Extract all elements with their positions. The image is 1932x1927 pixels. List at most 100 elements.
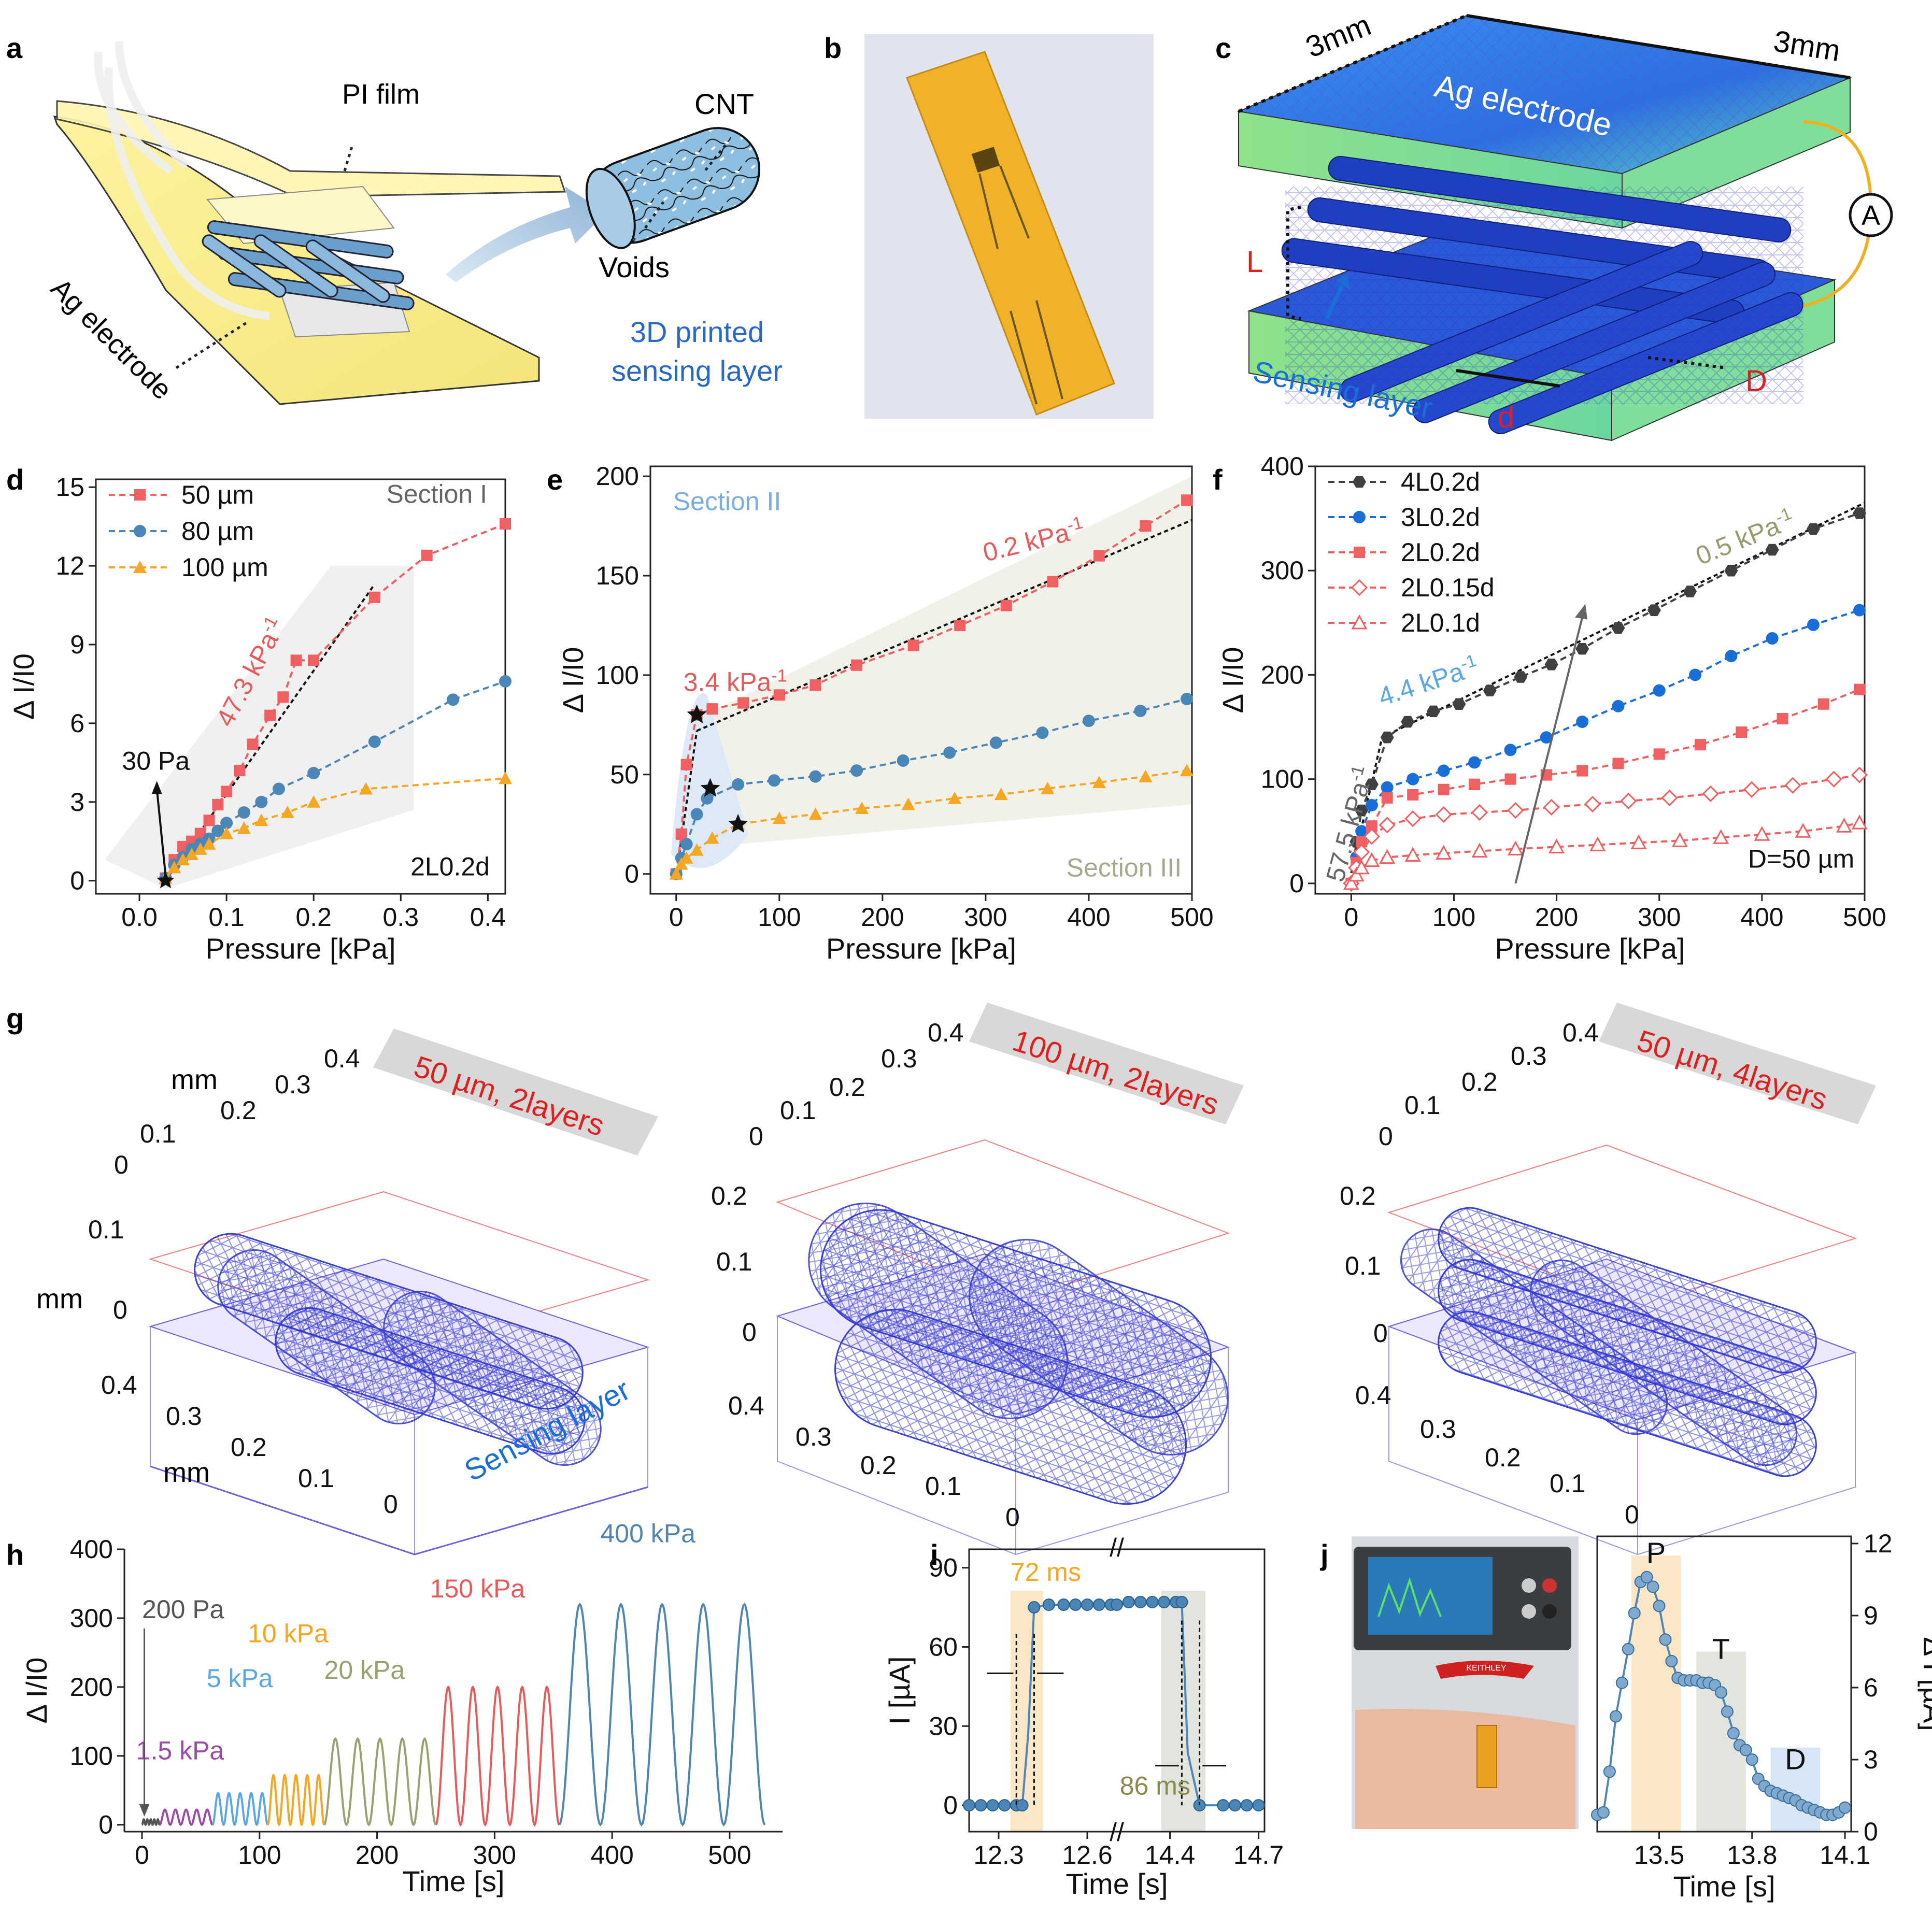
series-line bbox=[267, 1774, 325, 1826]
data-point bbox=[368, 591, 380, 603]
data-point bbox=[1615, 1676, 1628, 1689]
dim-left: 3mm bbox=[1301, 8, 1376, 65]
legend-marker bbox=[134, 525, 146, 537]
x-tick-label: 200 bbox=[1535, 903, 1578, 932]
data-point bbox=[855, 802, 869, 814]
data-point bbox=[1483, 684, 1497, 696]
data-point bbox=[901, 797, 915, 810]
data-point bbox=[1122, 1595, 1135, 1608]
data-point bbox=[1507, 802, 1524, 819]
data-point bbox=[167, 861, 181, 874]
y-tick-label: 0 bbox=[624, 860, 639, 889]
data-point bbox=[264, 709, 276, 721]
g3-bottom-tick: 0.3 bbox=[1420, 1415, 1456, 1444]
label-ag-electrode: Ag electrode bbox=[45, 273, 178, 406]
data-point bbox=[1584, 795, 1601, 813]
y-tick-label: 300 bbox=[1261, 556, 1304, 585]
data-point bbox=[184, 848, 198, 861]
label-arrowhead bbox=[139, 1804, 150, 1817]
x-tick-label: 14.4 bbox=[1145, 1840, 1195, 1869]
data-point bbox=[1042, 1598, 1055, 1611]
series-line bbox=[675, 698, 1187, 875]
x-tick-label: 500 bbox=[1843, 903, 1886, 932]
zoom-arrow bbox=[446, 187, 606, 282]
cnt-cylinder bbox=[585, 127, 761, 249]
data-point bbox=[1146, 1595, 1159, 1608]
panel-label-d: d bbox=[6, 463, 24, 496]
series-fall bbox=[1111, 1595, 1265, 1812]
mesh-plot-2: 100 µm, 2layers 0 0.1 0.2 0.3 0.4 0.2 0.… bbox=[711, 1003, 1244, 1555]
data-point bbox=[1549, 838, 1565, 853]
panel-label-b: b bbox=[824, 32, 842, 64]
data-point bbox=[1452, 698, 1466, 710]
data-point bbox=[1795, 823, 1811, 838]
data-point bbox=[1640, 1571, 1653, 1583]
g1-top-tick: 0.2 bbox=[220, 1096, 257, 1125]
series-line bbox=[435, 1685, 560, 1827]
legend-label: 2L0.1d bbox=[1401, 608, 1480, 637]
data-point bbox=[1081, 1598, 1093, 1611]
g1-unit-top: mm bbox=[171, 1064, 218, 1095]
data-point bbox=[1240, 1799, 1253, 1812]
x-axis-title: Pressure [kPa] bbox=[1495, 932, 1685, 965]
sensor-strip bbox=[906, 51, 1115, 416]
data-point bbox=[255, 795, 268, 808]
section-label: Section I bbox=[386, 480, 487, 509]
data-point bbox=[1082, 715, 1095, 727]
l-bracket bbox=[1286, 206, 1301, 320]
data-point bbox=[499, 675, 512, 688]
rise-label: 72 ms bbox=[1011, 1558, 1081, 1587]
y-tick-label: 50 bbox=[610, 760, 639, 789]
legend-label: 50 µm bbox=[181, 480, 254, 509]
data-point bbox=[1229, 1799, 1241, 1812]
data-point bbox=[809, 770, 822, 783]
chart-j: 13.5 13.8 14.10 3 6 9 12 Time [s] Δ I [µA] P T D bbox=[1591, 1529, 1932, 1903]
g1-top-tick: 0 bbox=[114, 1150, 129, 1179]
g3-top-tick: 0 bbox=[1379, 1122, 1393, 1151]
legend-marker bbox=[134, 489, 146, 501]
data-point bbox=[1603, 1765, 1616, 1778]
sensing-grid bbox=[202, 220, 415, 310]
data-point bbox=[1252, 1799, 1265, 1812]
data-point bbox=[1134, 1595, 1147, 1608]
caption-line-2: sensing layer bbox=[612, 354, 783, 387]
series-line bbox=[558, 1603, 766, 1827]
electrode-leads bbox=[94, 41, 270, 320]
x-tick-label: 400 bbox=[1740, 903, 1783, 932]
legend-marker bbox=[1351, 579, 1368, 596]
g1-bottom-tick: 0.3 bbox=[166, 1402, 202, 1431]
legend-marker bbox=[1354, 547, 1365, 558]
data-point bbox=[1661, 789, 1678, 807]
g3-top-tick: 0.4 bbox=[1562, 1018, 1599, 1047]
data-point bbox=[211, 824, 224, 837]
data-point bbox=[701, 792, 714, 805]
data-point bbox=[447, 693, 460, 706]
data-point bbox=[280, 806, 294, 819]
data-point bbox=[1438, 783, 1450, 795]
g1-bottom-tick: 0 bbox=[383, 1490, 398, 1519]
series-line bbox=[1350, 688, 1860, 884]
g1-top-tick: 0.3 bbox=[275, 1070, 311, 1099]
panel-label-f: f bbox=[1213, 463, 1223, 496]
data-point bbox=[974, 1799, 987, 1812]
series-3L0.2d bbox=[1345, 604, 1866, 890]
data-point bbox=[1404, 810, 1422, 827]
x-tick-label: 200 bbox=[356, 1840, 399, 1869]
data-point bbox=[1348, 866, 1365, 882]
data-point bbox=[1724, 564, 1738, 577]
x-tick-label: 400 bbox=[1067, 903, 1110, 932]
series-line bbox=[323, 1737, 437, 1826]
legend-marker bbox=[1353, 511, 1366, 523]
data-point bbox=[1140, 520, 1152, 532]
data-point bbox=[1721, 1705, 1734, 1718]
data-point bbox=[1111, 1598, 1123, 1611]
ammeter-icon bbox=[1849, 193, 1893, 237]
data-point bbox=[254, 813, 268, 826]
data-point bbox=[943, 746, 956, 759]
y-tick-label: 200 bbox=[596, 462, 639, 491]
data-point bbox=[1407, 773, 1419, 786]
data-point bbox=[1597, 1806, 1610, 1819]
series-10-kPa: 10 kPa bbox=[248, 1619, 329, 1826]
data-point bbox=[1381, 781, 1394, 794]
data-point bbox=[1355, 825, 1368, 838]
